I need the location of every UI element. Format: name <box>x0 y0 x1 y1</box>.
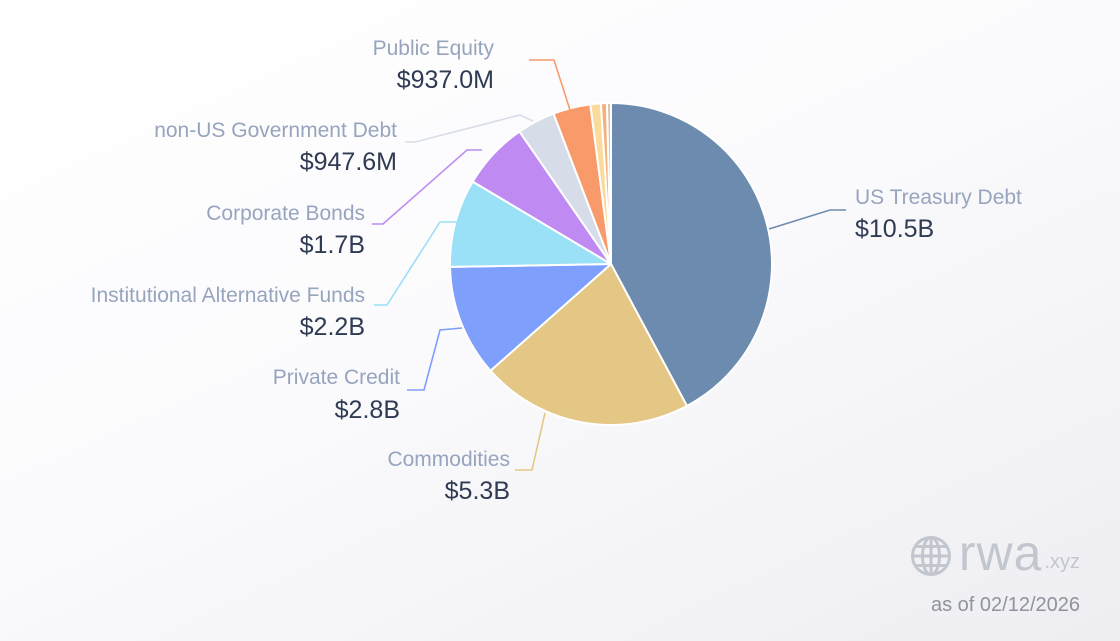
slice-name-label: Public Equity <box>373 37 495 60</box>
brand-logo: rwa .xyz <box>909 528 1080 578</box>
slice-value-label: $10.5B <box>855 215 934 243</box>
slice-value-label: $5.3B <box>445 477 510 505</box>
brand-name: rwa <box>958 525 1043 581</box>
label-private-credit: Private Credit $2.8B <box>273 366 400 424</box>
label-corporate-bonds: Corporate Bonds $1.7B <box>206 202 365 259</box>
slice-name-label: Private Credit <box>273 366 400 389</box>
pie-slice-private-credit <box>449 263 612 372</box>
slice-name-label: Corporate Bonds <box>206 202 365 225</box>
slice-value-label: $2.8B <box>335 396 400 424</box>
leader-line <box>372 149 482 225</box>
leader-lines <box>372 59 846 471</box>
slice-value-label: $947.6M <box>300 148 397 176</box>
pie-slice-commodities <box>489 263 688 426</box>
pie-slice-minor-9 <box>605 101 612 265</box>
label-commodities: Commodities $5.3B <box>387 448 510 505</box>
slice-value-label: $1.7B <box>300 231 365 259</box>
label-us-treasury-debt: US Treasury Debt $10.5B <box>855 186 1022 243</box>
globe-icon <box>910 536 951 576</box>
slice-value-label: $2.2B <box>300 313 365 341</box>
slice-name-label: non-US Government Debt <box>154 119 397 142</box>
as-of-date: as of 02/12/2026 <box>930 594 1080 616</box>
leader-line <box>768 209 846 230</box>
leader-line <box>529 59 571 111</box>
slice-name-label: US Treasury Debt <box>855 186 1022 209</box>
leader-line <box>374 221 458 306</box>
leader-line <box>405 114 534 143</box>
pie-slice-us-treasury-debt <box>610 102 773 407</box>
label-institutional-alternative-funds: Institutional Alternative Funds $2.2B <box>91 284 365 341</box>
slice-value-label: $937.0M <box>397 66 494 94</box>
slice-name-label: Commodities <box>387 448 510 471</box>
label-non-us-government-debt: non-US Government Debt $947.6M <box>154 119 397 176</box>
leader-line <box>407 327 463 391</box>
brand-tld: .xyz <box>1044 551 1080 573</box>
label-public-equity: Public Equity $937.0M <box>373 37 495 94</box>
pie-slices <box>449 101 773 426</box>
slice-name-label: Institutional Alternative Funds <box>91 284 365 307</box>
leader-line <box>515 412 546 471</box>
